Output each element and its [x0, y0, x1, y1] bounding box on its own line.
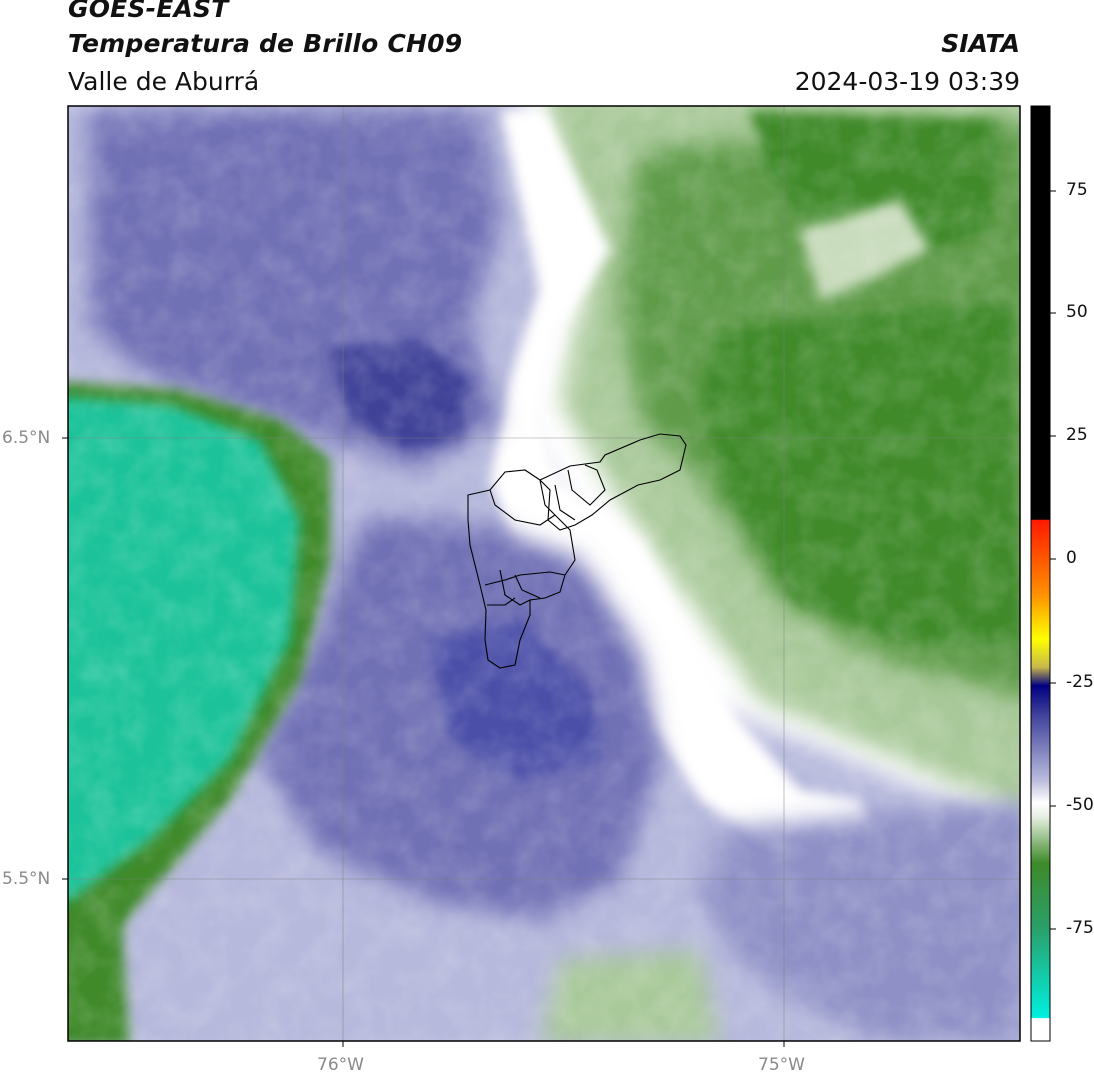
municipality-boundaries	[467, 433, 687, 669]
satellite-title: GOES-EAST	[68, 0, 229, 23]
colorbar-tick-label: -50	[1066, 795, 1094, 815]
x-tick-label: 75°W	[758, 1055, 805, 1075]
colorbar-tick-label: -25	[1066, 672, 1094, 692]
y-tick-label: 6.5°N	[2, 428, 51, 448]
colorbar-tick-label: 25	[1066, 425, 1088, 445]
colorbar-tick-label: 75	[1066, 180, 1088, 200]
colorbar-tick-label: 0	[1066, 548, 1077, 568]
product-title: Temperatura de Brillo CH09	[68, 29, 463, 58]
region-label: Valle de Aburrá	[68, 67, 260, 96]
map-frame	[67, 105, 1021, 1042]
brightness-temperature-field	[68, 106, 1020, 1041]
y-tick-label: 5.5°N	[2, 869, 51, 889]
x-tick-label: 76°W	[317, 1055, 364, 1075]
datetime-label: 2024-03-19 03:39	[794, 67, 1020, 96]
colorbar-tick-label: -75	[1066, 918, 1094, 938]
agency-label: SIATA	[941, 29, 1020, 58]
colorbar-tick-label: 50	[1066, 302, 1088, 322]
colorbar	[1030, 105, 1051, 1042]
